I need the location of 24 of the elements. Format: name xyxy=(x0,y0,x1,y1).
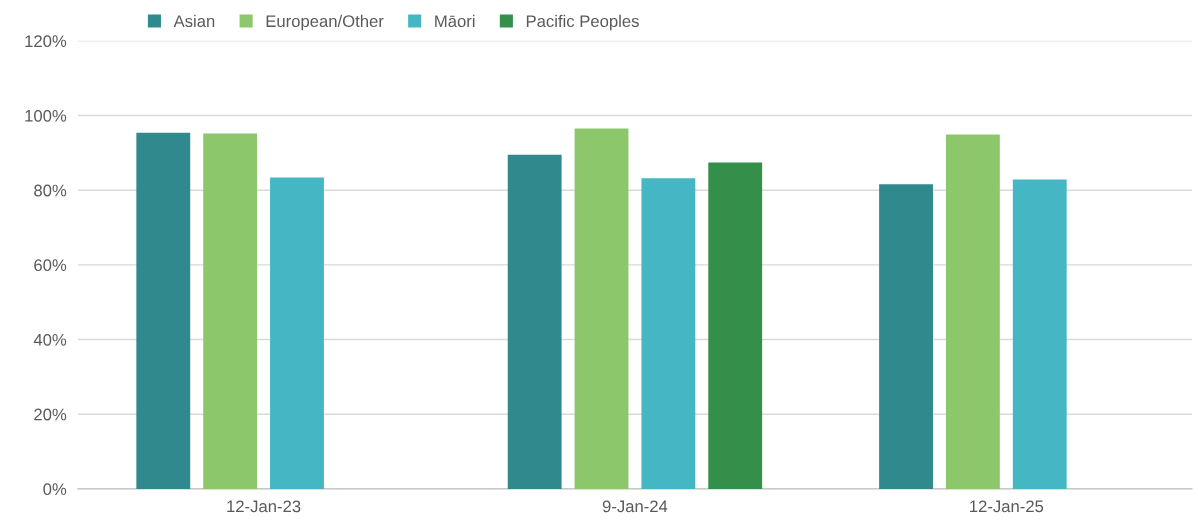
legend-label: Māori xyxy=(435,14,475,28)
y-tick-label: 40% xyxy=(33,333,67,346)
bar xyxy=(641,178,696,489)
bar xyxy=(574,128,629,489)
y-tick-label: 80% xyxy=(34,184,67,197)
y-tick-label: 100% xyxy=(25,109,67,122)
bar xyxy=(507,154,562,489)
bar xyxy=(708,162,763,489)
bar xyxy=(136,132,191,489)
bar xyxy=(270,177,324,489)
x-tick-label: 9-Jan-24 xyxy=(602,500,668,513)
y-tick-label: 120% xyxy=(25,35,67,48)
bar xyxy=(945,134,1000,489)
y-tick-label: 0% xyxy=(43,483,67,496)
legend-label: Pacific Peoples xyxy=(526,14,639,31)
bar xyxy=(1012,179,1067,489)
bar xyxy=(203,133,258,489)
y-tick-label: 20% xyxy=(34,408,67,421)
legend-label: European/Other xyxy=(266,14,384,31)
legend-label: Asian xyxy=(173,14,215,28)
bar xyxy=(879,184,933,489)
x-tick-label: 12-Jan-23 xyxy=(227,500,301,513)
x-tick-label: 12-Jan-25 xyxy=(970,500,1044,513)
y-tick-label: 60% xyxy=(34,259,67,272)
